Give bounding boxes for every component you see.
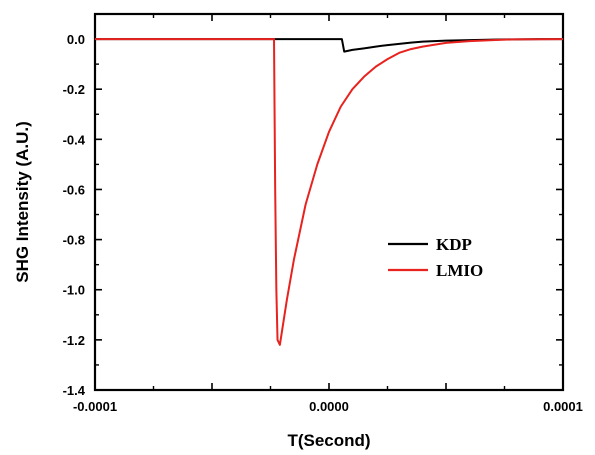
x-tick-label: 0.0001 [543,399,583,414]
tick-labels: -0.0001 0.0000 0.0001 0.0 -0.2 -0.4 -0.6 -0.8 -1… [63,32,583,414]
y-tick-label: 0.0 [67,32,85,47]
series-line-lmio [95,38,564,346]
y-tick-label: -1.4 [63,383,86,398]
y-tick-label: -0.4 [63,132,86,147]
legend: KDP LMIO [388,235,483,280]
tick-marks [94,14,564,391]
x-tick-label: 0.0000 [309,399,349,414]
legend-label-lmio: LMIO [436,261,483,280]
y-tick-label: -1.0 [63,283,85,298]
x-tick-label: -0.0001 [73,399,117,414]
series-layer [95,38,564,346]
x-axis-title: T(Second) [287,431,370,450]
y-axis-title: SHG Intensity (A.U.) [13,121,32,283]
legend-label-kdp: KDP [436,235,472,254]
y-tick-label: -0.8 [63,233,85,248]
y-tick-label: -0.2 [63,82,85,97]
y-tick-label: -1.2 [63,333,85,348]
y-tick-label: -0.6 [63,182,85,197]
plot-area-frame [93,12,565,392]
